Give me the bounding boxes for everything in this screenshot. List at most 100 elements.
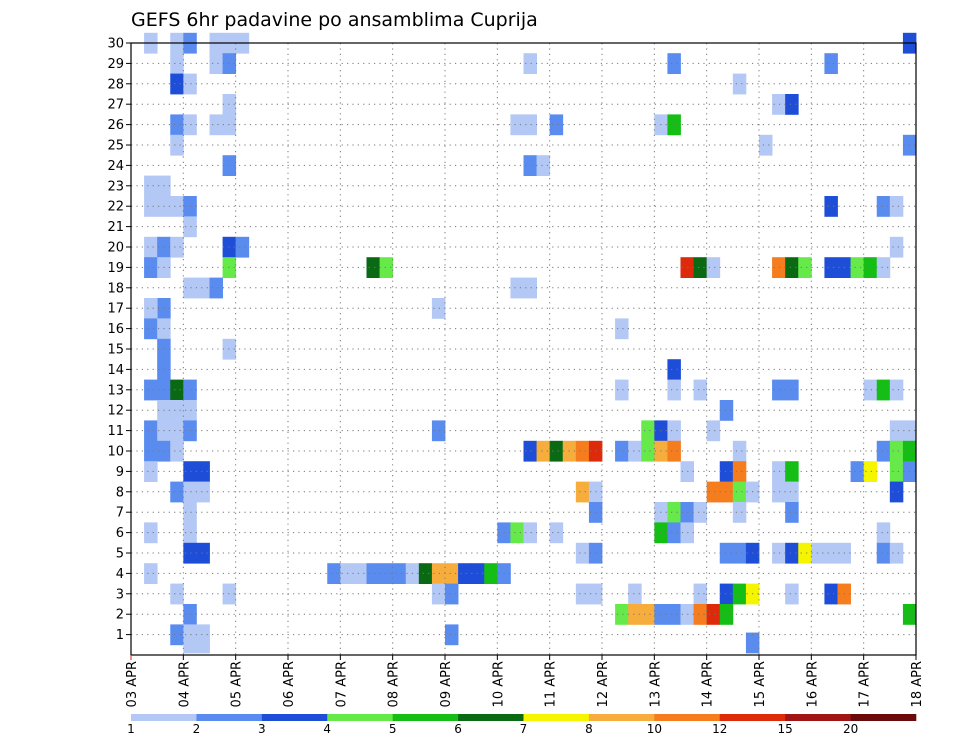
heatmap-cell [876, 257, 891, 278]
heatmap-cell [144, 318, 158, 340]
x-tick-label: 15 APR [753, 661, 768, 707]
heatmap-cell [144, 236, 158, 258]
heatmap-cell [510, 114, 524, 136]
heatmap-cell [392, 563, 407, 584]
heatmap-cell [431, 420, 446, 442]
y-tick-label: 1 [116, 628, 124, 643]
heatmap-cell [693, 257, 708, 278]
heatmap-cell [824, 53, 838, 74]
heatmap-cell [196, 461, 210, 482]
heatmap-cell [719, 604, 734, 625]
heatmap-cell [471, 563, 485, 584]
heatmap-cell [549, 114, 564, 136]
heatmap-cell [536, 155, 551, 176]
heatmap-cell [732, 502, 747, 523]
heatmap-cell [144, 196, 158, 217]
heatmap-cell [183, 502, 197, 523]
x-axis-ticks: 03 APR 04 APR 05 APR 06 APR 07 APR 08 APR 09 A… [125, 655, 925, 707]
heatmap-cell [850, 461, 865, 482]
y-tick-label: 8 [116, 485, 124, 500]
heatmap-cell [785, 94, 799, 115]
heatmap-cell [798, 257, 812, 278]
y-tick-label: 4 [116, 567, 124, 582]
x-tick-label: 18 APR [910, 661, 925, 707]
heatmap-cell [366, 257, 380, 278]
heatmap-cell [667, 359, 681, 380]
legend-label: 7 [520, 722, 528, 736]
heatmap-cell [824, 583, 838, 605]
heatmap-cell [667, 440, 681, 462]
heatmap-cell [523, 155, 537, 176]
heatmap-cell [785, 481, 799, 503]
y-tick-label: 14 [107, 363, 124, 378]
y-tick-label: 28 [107, 77, 124, 92]
y-tick-label: 3 [116, 587, 124, 602]
y-tick-label: 12 [107, 404, 124, 419]
y-tick-label: 19 [107, 261, 124, 276]
heatmap-cell [510, 277, 524, 299]
heatmap-cell [536, 440, 551, 462]
heatmap-cell [366, 563, 380, 584]
heatmap-cell [719, 461, 734, 482]
y-tick-label: 5 [116, 547, 124, 562]
heatmap-cell [863, 379, 878, 401]
heatmap-cell [549, 440, 564, 462]
y-tick-label: 17 [107, 302, 124, 317]
heatmap-cell [719, 583, 734, 605]
heatmap-cell [732, 481, 747, 503]
heatmap-cell [575, 440, 590, 462]
heatmap-cell [196, 277, 210, 299]
heatmap-cell [745, 632, 760, 654]
heatmap-cell [144, 522, 158, 544]
heatmap-cell [667, 604, 681, 625]
heatmap-cell [144, 175, 158, 197]
heatmap-cell [170, 379, 184, 401]
heatmap-cell [183, 196, 197, 217]
heatmap-cell [824, 257, 838, 278]
heatmap-cell [144, 563, 158, 584]
heatmap-cell [863, 461, 878, 482]
heatmap-cell [706, 420, 721, 442]
heatmap-cell [353, 563, 367, 584]
y-tick-label: 13 [107, 383, 124, 398]
heatmap-cell [693, 379, 708, 401]
heatmap-cell [170, 196, 184, 217]
y-tick-label: 24 [107, 159, 124, 174]
x-tick-label: 16 APR [805, 661, 820, 707]
y-tick-label: 11 [107, 424, 124, 439]
y-tick-label: 23 [107, 179, 124, 194]
y-tick-label: 7 [116, 506, 124, 521]
heatmap-cell [889, 440, 904, 462]
heatmap-cell [772, 481, 786, 503]
heatmap-cell [889, 461, 904, 482]
legend-label: 1 [127, 722, 135, 736]
x-tick-label: 03 APR [125, 661, 140, 707]
heatmap-cell [209, 114, 223, 136]
y-tick-label: 9 [116, 465, 124, 480]
heatmap-cell [759, 134, 773, 156]
heatmap-cell [183, 400, 197, 421]
heatmap-cell [183, 216, 197, 238]
heatmap-cell [170, 114, 184, 136]
y-tick-label: 10 [107, 445, 124, 460]
heatmap-cell [431, 298, 446, 319]
heatmap-cell [824, 542, 838, 564]
heatmap-cell [732, 542, 747, 564]
legend-swatch [850, 714, 917, 721]
heatmap-cells [144, 32, 917, 654]
heatmap-cell [235, 236, 250, 258]
heatmap-cell [523, 277, 537, 299]
heatmap-cell [183, 632, 197, 654]
heatmap-cell [144, 257, 158, 278]
y-tick-label: 20 [107, 241, 124, 256]
heatmap-cell [183, 481, 197, 503]
heatmap-cell [196, 481, 210, 503]
heatmap-cell [431, 583, 446, 605]
heatmap-cell [889, 236, 904, 258]
heatmap-cell [445, 583, 459, 605]
heatmap-cell [418, 563, 433, 584]
legend-label: 2 [193, 722, 201, 736]
chart-title: GEFS 6hr padavine po ansamblima Cuprija [131, 9, 538, 31]
heatmap-cell [876, 522, 891, 544]
heatmap-cell [196, 542, 210, 564]
